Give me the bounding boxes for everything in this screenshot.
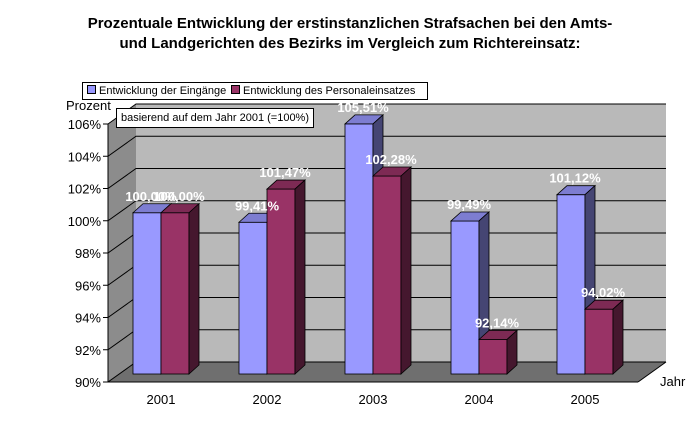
bar-front-eingaenge	[238, 221, 268, 375]
basis-note: basierend auf dem Jahr 2001 (=100%)	[116, 108, 314, 128]
y-tick-label: 104%	[68, 149, 102, 164]
legend-swatch-eingaenge	[87, 85, 96, 94]
legend-swatch-personal	[231, 85, 240, 94]
legend-label-personal: Entwicklung des Personaleinsatzes	[243, 85, 416, 97]
bar-side	[294, 179, 306, 375]
bar-front-eingaenge	[556, 194, 586, 375]
y-tick-label: 90%	[75, 375, 101, 390]
floor-edge	[637, 361, 667, 383]
y-axis-title: Prozent	[66, 98, 111, 113]
x-tick-label: 2005	[571, 392, 600, 407]
bar-front-eingaenge	[344, 123, 374, 375]
bar-front-personal	[584, 308, 614, 375]
bar-front-personal	[266, 188, 296, 375]
data-label: 102,28%	[365, 152, 417, 167]
bar-side	[612, 299, 624, 375]
y-tick-label: 96%	[75, 278, 101, 293]
legend-item-eingaenge: Entwicklung der Eingänge	[87, 83, 226, 99]
data-label: 101,12%	[549, 171, 601, 186]
chart-title: Prozentuale Entwicklung der erstinstanzl…	[0, 14, 700, 54]
y-tick-label: 94%	[75, 311, 101, 326]
data-label: 100,00%	[125, 189, 177, 204]
x-tick-label: 2002	[253, 392, 282, 407]
gridline	[107, 168, 666, 189]
chart-legend: Entwicklung der Eingänge Entwicklung des…	[82, 82, 428, 100]
y-tick-label: 98%	[75, 246, 101, 261]
legend-label-eingaenge: Entwicklung der Eingänge	[99, 85, 227, 97]
data-label: 100,00%	[153, 189, 205, 204]
y-tick-label: 92%	[75, 343, 101, 358]
x-tick-label: 2003	[359, 392, 388, 407]
bar-side	[188, 202, 200, 375]
data-label: 94,02%	[581, 285, 626, 300]
chart-title-line-2: und Landgerichten des Bezirks im Verglei…	[119, 35, 581, 52]
data-label: 99,49%	[447, 197, 492, 212]
bar-front-eingaenge	[132, 212, 162, 375]
data-label: 92,14%	[475, 315, 520, 330]
x-axis-title: Jahr	[660, 374, 686, 389]
bar-front-eingaenge	[450, 220, 480, 375]
bar-side	[506, 329, 518, 375]
bar-front-personal	[372, 175, 402, 375]
y-tick-label: 106%	[68, 117, 102, 132]
gridline	[107, 200, 666, 222]
gridline	[107, 135, 666, 157]
chart-title-line-1: Prozentuale Entwicklung der erstinstanzl…	[87, 15, 613, 32]
bar-front-personal	[160, 212, 190, 375]
data-label: 99,41%	[235, 198, 280, 213]
legend-item-personal: Entwicklung des Personaleinsatzes	[231, 83, 415, 99]
x-tick-label: 2001	[147, 392, 176, 407]
data-label: 105,51%	[337, 100, 389, 115]
y-tick-label: 102%	[68, 182, 102, 197]
bar-side	[400, 166, 412, 375]
x-tick-label: 2004	[465, 392, 494, 407]
data-label: 101,47%	[259, 165, 311, 180]
y-tick-label: 100%	[68, 214, 102, 229]
bar-front-personal	[478, 339, 508, 375]
